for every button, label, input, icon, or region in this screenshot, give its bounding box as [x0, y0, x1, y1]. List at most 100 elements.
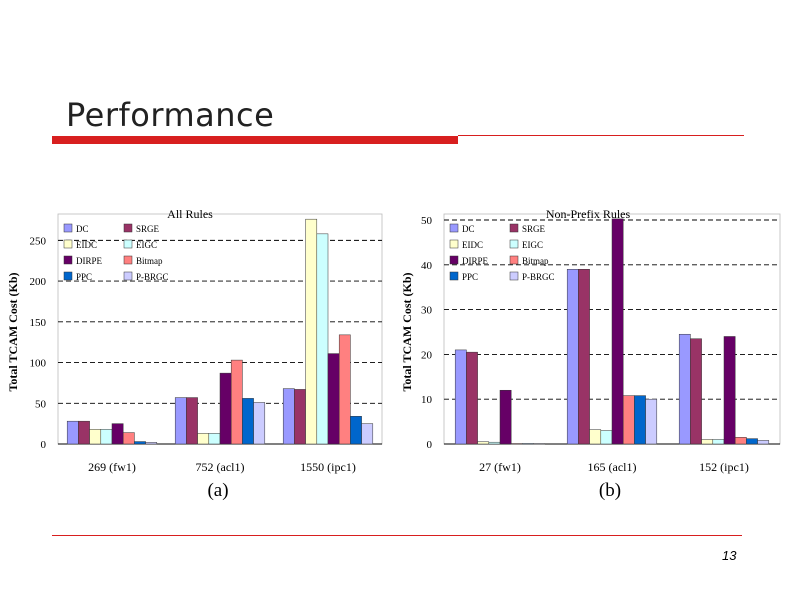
- chart-non-prefix-rules: 0 10 20 30 40 50 Non-Prefix Rules Total TCAM Co…: [400, 198, 786, 510]
- c0-ytick-label: 150: [30, 317, 47, 329]
- c1-ytick-label: 10: [421, 394, 433, 406]
- c0-bar-eidc: [305, 218, 318, 445]
- c0-bar-dc: [282, 388, 295, 445]
- c0-panel-label: (a): [207, 480, 228, 501]
- c1-bar-ppc: [634, 395, 646, 445]
- chart-all-rules-svg: 0 50 100 150 200 250 All Rules Total TCAM Cost …: [6, 207, 383, 501]
- c0-bar-ppc: [350, 416, 362, 445]
- c1-bar-dc: [454, 349, 467, 445]
- c1-bar-p-brgc: [757, 440, 770, 445]
- c1-legend-label: EIGC: [522, 240, 543, 250]
- c0-legend-swatch: [63, 255, 73, 265]
- c1-bar-eidc: [589, 429, 602, 445]
- c1-bar-dc: [678, 333, 691, 445]
- c0-legend-swatch: [63, 239, 73, 249]
- c0-legend-label: P-BRGC: [136, 272, 169, 282]
- c0-legend-label: DC: [76, 224, 89, 234]
- c0-bar-p-brgc: [253, 402, 266, 445]
- c0-legend-swatch: [123, 255, 133, 265]
- c1-bar-dirpe: [611, 218, 624, 445]
- c1-bar-srge: [466, 351, 478, 445]
- c0-bar-bitmap: [230, 359, 243, 445]
- c0-bar-eigc: [100, 429, 113, 445]
- c0-bar-dc: [66, 420, 79, 445]
- c1-category-label: 165 (acl1): [588, 460, 637, 474]
- c0-category-label: 1550 (ipc1): [300, 460, 356, 474]
- c0-legend-swatch: [123, 223, 133, 233]
- c0-legend-label: DIRPE: [76, 256, 103, 266]
- c1-legend-label: Bitmap: [522, 256, 549, 266]
- c1-legend-label: EIDC: [462, 240, 483, 250]
- c0-bar-dirpe: [111, 423, 124, 445]
- c1-legend-swatch: [509, 239, 519, 249]
- page-number: 13: [722, 548, 737, 563]
- c1-bar-ppc: [522, 443, 534, 445]
- c1-legend-swatch: [449, 239, 459, 249]
- c1-bar-dc: [566, 269, 579, 445]
- c0-bar-bitmap: [338, 334, 351, 445]
- c1-bar-eigc: [488, 441, 501, 445]
- c0-ytick-label: 200: [30, 276, 47, 288]
- c0-bar-dc: [174, 397, 187, 445]
- c0-legend-swatch: [123, 271, 133, 281]
- c0-legend-swatch: [123, 239, 133, 249]
- c0-legend-swatch: [63, 271, 73, 281]
- c0-ytick-label: 100: [30, 358, 47, 370]
- c1-ytick-label: 0: [427, 439, 433, 451]
- c1-chart-title: Non-Prefix Rules: [546, 207, 631, 221]
- c1-legend-swatch: [449, 223, 459, 233]
- c1-bar-dirpe: [723, 336, 736, 445]
- c1-ytick-label: 50: [421, 215, 433, 227]
- c0-bar-srge: [186, 397, 198, 445]
- c1-legend-swatch: [509, 223, 519, 233]
- c1-bar-bitmap: [510, 443, 523, 445]
- c1-legend-swatch: [509, 271, 519, 281]
- chart-non-prefix-rules-svg: 0 10 20 30 40 50 Non-Prefix Rules Total TCAM Co…: [400, 207, 781, 501]
- c0-bar-ppc: [134, 441, 146, 445]
- c1-legend-swatch: [449, 271, 459, 281]
- c0-category-label: 752 (acl1): [196, 460, 245, 474]
- c0-bar-eigc: [208, 433, 221, 445]
- c1-legend-swatch: [509, 255, 519, 265]
- c1-legend-label: DIRPE: [462, 256, 489, 266]
- c0-legend-swatch: [63, 223, 73, 233]
- c1-bar-eigc: [712, 439, 725, 445]
- c0-ytick-label: 50: [35, 398, 47, 410]
- c1-panel-label: (b): [599, 480, 621, 501]
- c0-bar-p-brgc: [145, 442, 158, 445]
- c1-bar-p-brgc: [645, 398, 658, 445]
- c0-ytick-label: 250: [30, 235, 47, 247]
- c0-legend-label: Bitmap: [136, 256, 163, 266]
- c1-bar-srge: [690, 338, 702, 445]
- c1-category-label: 152 (ipc1): [699, 460, 749, 474]
- c0-legend-label: EIDC: [76, 240, 97, 250]
- c1-bar-bitmap: [734, 437, 747, 445]
- c1-legend-swatch: [449, 255, 459, 265]
- c1-y-axis-label: Total TCAM Cost (Kb): [402, 272, 414, 391]
- c1-bar-eidc: [477, 441, 490, 445]
- c1-legend-label: P-BRGC: [522, 272, 555, 282]
- c1-bar-eidc: [701, 439, 714, 445]
- c0-bar-eidc: [89, 429, 102, 445]
- footer-rule: [52, 535, 742, 536]
- c0-category-label: 269 (fw1): [88, 460, 136, 474]
- c0-legend-label: PPC: [76, 272, 92, 282]
- c1-ytick-label: 40: [421, 260, 433, 272]
- c1-bar-p-brgc: [533, 443, 546, 445]
- c0-y-axis-label: Total TCAM Cost (Kb): [6, 272, 20, 391]
- c1-legend-label: SRGE: [522, 224, 546, 234]
- c0-bar-p-brgc: [361, 423, 374, 445]
- c0-chart-title: All Rules: [167, 207, 213, 221]
- c0-bar-srge: [294, 389, 306, 445]
- c1-ytick-label: 20: [421, 349, 433, 361]
- title-underline-thin: [458, 135, 744, 136]
- c1-bar-bitmap: [622, 395, 635, 445]
- c1-legend-label: DC: [462, 224, 475, 234]
- c1-bar-ppc: [746, 438, 758, 445]
- c0-bar-eidc: [197, 433, 210, 445]
- c1-legend-label: PPC: [462, 272, 478, 282]
- c0-bar-eigc: [316, 233, 329, 445]
- c1-bar-dirpe: [499, 389, 512, 445]
- c1-category-label: 27 (fw1): [479, 460, 521, 474]
- c0-legend-label: EIGC: [136, 240, 157, 250]
